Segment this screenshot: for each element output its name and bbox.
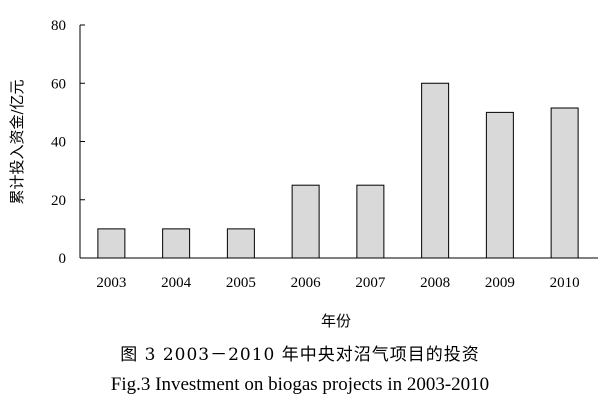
x-tick-label: 2005 bbox=[226, 275, 256, 291]
y-tick-label: 80 bbox=[51, 18, 66, 34]
x-tick-label: 2008 bbox=[420, 275, 450, 291]
x-tick-label: 2009 bbox=[485, 275, 515, 291]
x-tick-label: 2006 bbox=[291, 275, 322, 291]
x-tick-label: 2004 bbox=[161, 275, 192, 291]
x-tick-label: 2007 bbox=[355, 275, 386, 291]
x-tick-label: 2003 bbox=[96, 275, 126, 291]
bar-2010 bbox=[550, 107, 579, 259]
y-tick-label: 60 bbox=[51, 76, 66, 92]
bar-2005 bbox=[226, 228, 255, 259]
bars bbox=[97, 82, 579, 259]
x-tick-label: 2010 bbox=[550, 275, 580, 291]
x-axis-title: 年份 bbox=[321, 312, 351, 330]
bar-2003 bbox=[97, 228, 126, 259]
bar-2008 bbox=[421, 82, 450, 259]
y-axis-ticks bbox=[80, 24, 85, 259]
y-tick-label: 40 bbox=[51, 135, 66, 151]
y-axis-title: 累计投入资金/亿元 bbox=[8, 79, 26, 204]
y-axis-tick-labels: 0 20 40 60 80 bbox=[51, 18, 66, 267]
figure-caption-chinese: 图 3 2003－2010 年中央对沼气项目的投资 bbox=[120, 345, 480, 365]
y-tick-label: 20 bbox=[51, 193, 66, 209]
bar-2004 bbox=[162, 228, 191, 259]
figure-caption-english: Fig.3 Investment on biogas projects in 2… bbox=[110, 374, 490, 395]
x-axis-tick-labels: 2003 2004 2005 2006 2007 2008 2009 2010 bbox=[96, 275, 579, 291]
bar-2006 bbox=[291, 184, 320, 259]
bar-2007 bbox=[356, 184, 385, 259]
y-tick-label: 0 bbox=[59, 251, 67, 267]
bar-2009 bbox=[485, 111, 514, 259]
